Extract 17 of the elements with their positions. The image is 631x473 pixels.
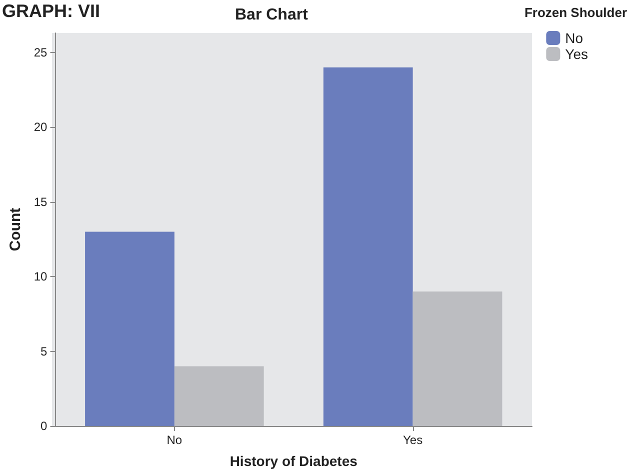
bar — [174, 366, 264, 426]
y-tick-label: 15 — [34, 194, 48, 209]
legend-title: Frozen Shoulder — [524, 5, 628, 20]
y-tick-label: 10 — [34, 270, 48, 284]
chart-title: Bar Chart — [235, 6, 309, 24]
y-tick-label: 0 — [40, 419, 48, 433]
y-tick-label: 25 — [34, 45, 48, 60]
x-axis-title: History of Diabetes — [230, 453, 358, 469]
y-tick-label: 20 — [34, 120, 48, 134]
bar — [85, 232, 174, 426]
legend-label: No — [565, 30, 584, 46]
legend-label: Yes — [565, 46, 588, 62]
text: GRAPH: VII — [2, 1, 100, 21]
bar — [323, 67, 413, 426]
y-axis-title: Count — [7, 208, 24, 252]
bar — [412, 292, 502, 426]
y-tick-label: 5 — [40, 344, 48, 358]
